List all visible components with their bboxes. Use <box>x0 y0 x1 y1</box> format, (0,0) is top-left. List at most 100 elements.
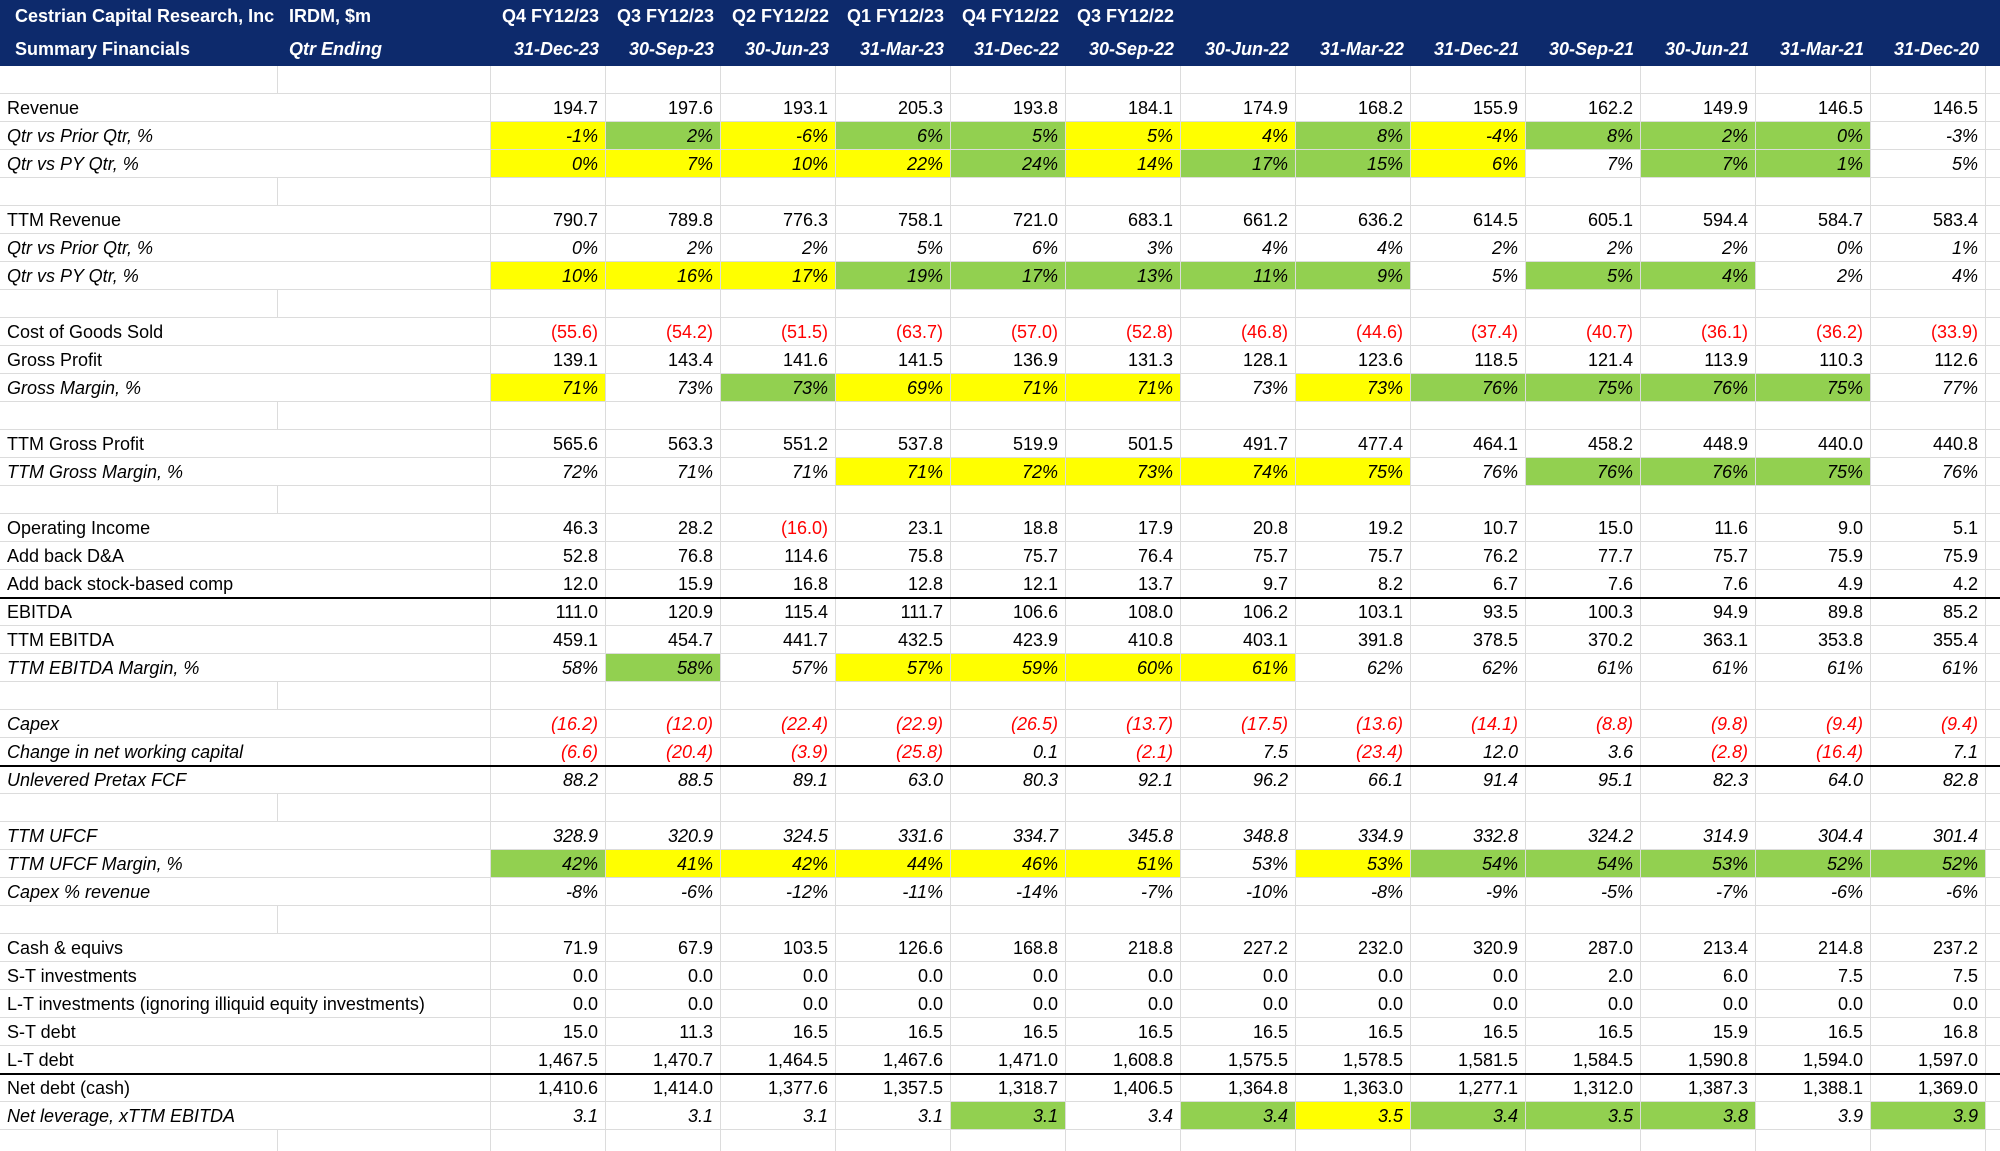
row-label: Net leverage, xTTM EBITDA <box>0 1102 491 1130</box>
cell <box>606 402 721 430</box>
subtitle: Summary Financials <box>15 39 191 59</box>
value-cell: 789.8 <box>606 206 721 234</box>
value-cell: 73% <box>606 374 721 402</box>
cell <box>1526 906 1641 934</box>
cell <box>1641 794 1756 822</box>
row-label: L-T investments (ignoring illiquid equit… <box>0 990 491 1018</box>
value-cell: 345.8 <box>1066 822 1181 850</box>
value-cell: 7.1 <box>1871 738 1986 766</box>
cell <box>278 794 491 822</box>
value-cell: 110.3 <box>1756 346 1871 374</box>
date: 30-Jun-21 <box>1664 39 1749 59</box>
cell <box>1986 150 2000 178</box>
cell <box>1181 682 1296 710</box>
value-cell: -7% <box>1066 878 1181 906</box>
value-cell: 14% <box>1066 150 1181 178</box>
cell <box>1181 178 1296 206</box>
value-cell: 61% <box>1871 654 1986 682</box>
value-cell: 6% <box>836 122 951 150</box>
value-cell: 15.9 <box>606 570 721 598</box>
cell <box>951 1130 1066 1151</box>
value-cell: 12.8 <box>836 570 951 598</box>
value-cell: 584.7 <box>1756 206 1871 234</box>
value-cell: 458.2 <box>1526 430 1641 458</box>
cell <box>951 402 1066 430</box>
cell <box>1641 402 1756 430</box>
row-label: Capex % revenue <box>0 878 491 906</box>
cell <box>1986 122 2000 150</box>
cell <box>491 1130 606 1151</box>
value-cell: 75.7 <box>951 542 1066 570</box>
cell <box>1181 794 1296 822</box>
rule-line <box>0 1073 2000 1075</box>
cell <box>1986 710 2000 738</box>
value-cell: 758.1 <box>836 206 951 234</box>
value-cell: 0% <box>1756 234 1871 262</box>
value-cell: 15.0 <box>491 1018 606 1046</box>
value-cell: (23.4) <box>1296 738 1411 766</box>
value-cell: 16.5 <box>1066 1018 1181 1046</box>
row-label: TTM Revenue <box>0 206 491 234</box>
value-cell: -14% <box>951 878 1066 906</box>
value-cell: 61% <box>1641 654 1756 682</box>
value-cell: 1% <box>1871 234 1986 262</box>
date: 30-Sep-21 <box>1548 39 1634 59</box>
value-cell: 73% <box>1181 374 1296 402</box>
cell <box>951 178 1066 206</box>
value-cell: 0.0 <box>836 990 951 1018</box>
cell <box>0 178 278 206</box>
date: 31-Dec-21 <box>1433 39 1519 59</box>
cell <box>1986 570 2000 598</box>
value-cell: 100.3 <box>1526 598 1641 626</box>
value-cell: 75% <box>1756 458 1871 486</box>
cell <box>0 486 278 514</box>
cell <box>1986 206 2000 234</box>
value-cell: 71.9 <box>491 934 606 962</box>
cell <box>1986 598 2000 626</box>
value-cell: 0.0 <box>1756 990 1871 1018</box>
cell <box>1756 794 1871 822</box>
cell <box>951 794 1066 822</box>
value-cell: 88.2 <box>491 766 606 794</box>
value-cell: -8% <box>491 878 606 906</box>
cell <box>1871 794 1986 822</box>
value-cell: 1% <box>1756 150 1871 178</box>
header-band <box>0 0 2000 66</box>
value-cell: 0.0 <box>1296 990 1411 1018</box>
value-cell: 76.8 <box>606 542 721 570</box>
cell <box>1181 906 1296 934</box>
cell <box>721 402 836 430</box>
value-cell: (52.8) <box>1066 318 1181 346</box>
cell <box>606 178 721 206</box>
value-cell: 519.9 <box>951 430 1066 458</box>
value-cell: 2% <box>606 122 721 150</box>
cell <box>278 178 491 206</box>
cell <box>1296 66 1411 94</box>
value-cell: 320.9 <box>1411 934 1526 962</box>
value-cell: 16.5 <box>1181 1018 1296 1046</box>
value-cell: 17% <box>951 262 1066 290</box>
cell <box>1986 682 2000 710</box>
value-cell: 491.7 <box>1181 430 1296 458</box>
cell <box>1066 1130 1181 1151</box>
value-cell: -6% <box>606 878 721 906</box>
value-cell: 2% <box>1641 122 1756 150</box>
row-label: TTM Gross Profit <box>0 430 491 458</box>
cell <box>1296 486 1411 514</box>
value-cell: 120.9 <box>606 598 721 626</box>
row-label: Operating Income <box>0 514 491 542</box>
cell <box>951 66 1066 94</box>
value-cell: (22.4) <box>721 710 836 738</box>
row-label: TTM UFCF <box>0 822 491 850</box>
cell <box>1066 682 1181 710</box>
value-cell: 76% <box>1871 458 1986 486</box>
value-cell: 16.8 <box>721 570 836 598</box>
value-cell: 8% <box>1526 122 1641 150</box>
value-cell: 605.1 <box>1526 206 1641 234</box>
cell <box>836 906 951 934</box>
value-cell: 77% <box>1871 374 1986 402</box>
value-cell: 0.0 <box>721 990 836 1018</box>
value-cell: 71% <box>491 374 606 402</box>
value-cell: (16.2) <box>491 710 606 738</box>
value-cell: 3.5 <box>1296 1102 1411 1130</box>
